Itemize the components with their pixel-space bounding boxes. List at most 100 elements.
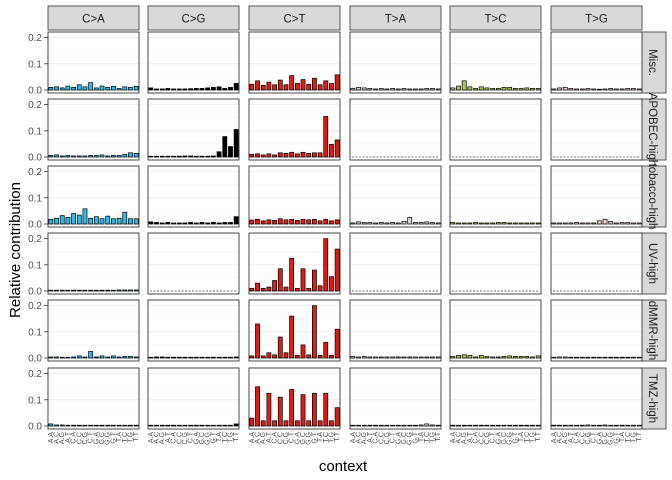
bar-C-A-CT — [88, 82, 94, 91]
y-tick-label: 0.2 — [28, 33, 42, 44]
bar-T-C-CT — [490, 424, 496, 427]
y-tick-label: 0.1 — [28, 327, 42, 338]
bar-C-A-AG — [59, 87, 65, 91]
panel-border — [550, 31, 643, 94]
facet-strip-row — [639, 98, 667, 161]
bar-T-G-CG — [585, 222, 591, 225]
bar-C-T-CG — [283, 84, 289, 91]
x-tick-label: C.C — [277, 432, 284, 444]
y-tick-label: 0.1 — [28, 126, 42, 137]
y-tick-label: 0.0 — [28, 153, 42, 164]
panel-background — [350, 32, 441, 93]
bar-C-T-CT — [289, 315, 295, 359]
bar-C-A-GC — [99, 424, 105, 427]
facet-panel — [550, 232, 643, 295]
bar-C-G-GC — [199, 222, 205, 225]
bar-C-A-CC — [76, 84, 82, 91]
bar-C-A-CT — [88, 424, 94, 427]
x-tick-label: G.T — [412, 431, 419, 443]
bar-T-C-CG — [484, 424, 490, 427]
bar-T-A-CG — [384, 222, 390, 225]
x-tick-label: G.A — [193, 432, 200, 444]
x-tick-label: G.T — [311, 431, 318, 443]
panel-border — [449, 367, 542, 430]
bar-T-G-GC — [602, 218, 608, 225]
x-tick-label: T.T — [535, 431, 542, 441]
bar-C-G-TT — [233, 423, 239, 427]
x-tick-label: A.C — [154, 432, 161, 444]
bar-T-A-TA — [418, 222, 424, 225]
bar-T-G-CA — [574, 88, 579, 91]
y-tick-label: 0.2 — [28, 234, 42, 245]
bar-C-G-GC — [199, 424, 205, 427]
bar-T-C-GC — [501, 356, 507, 359]
bar-C-T-AT — [266, 81, 272, 91]
bar-T-G-AG — [562, 87, 568, 91]
bar-C-A-TT — [133, 356, 139, 359]
facet-panel — [550, 165, 643, 228]
bar-T-A-CA — [373, 222, 378, 225]
bar-C-T-CT — [289, 75, 295, 91]
bar-C-A-AG — [59, 215, 65, 225]
bar-C-A-TC — [122, 154, 128, 158]
x-tick-label: G.A — [596, 432, 603, 444]
bar-T-A-AC — [356, 356, 361, 359]
panel-border — [47, 98, 140, 161]
bar-T-A-CT — [390, 222, 396, 225]
bar-C-T-AG — [260, 220, 266, 225]
facet-strip-label: tobacco-high — [646, 164, 658, 230]
bar-T-A-TG — [430, 222, 435, 225]
bar-T-C-CG — [484, 356, 490, 359]
bar-C-T-CA — [272, 84, 277, 91]
bar-T-C-CA — [473, 222, 478, 225]
bar-C-T-CT — [289, 257, 295, 292]
y-tick-label: 0.2 — [28, 167, 42, 178]
x-tick-label: T.T — [133, 431, 140, 441]
bar-T-G-CT — [591, 356, 597, 359]
bar-T-C-GC — [501, 87, 507, 91]
bar-C-T-GG — [306, 354, 312, 359]
bar-C-G-CG — [182, 222, 188, 225]
bar-C-A-CA — [71, 289, 76, 292]
bar-T-A-TA — [418, 424, 424, 427]
x-tick-label: G.A — [395, 432, 402, 444]
bar-C-A-CT — [88, 217, 94, 225]
bar-T-G-AC — [557, 222, 562, 225]
panel-background — [350, 166, 441, 227]
bar-C-G-AA — [148, 87, 154, 91]
bar-T-C-AG — [461, 80, 467, 91]
x-tick-label: C.G — [384, 432, 391, 444]
x-tick-label: G.G — [407, 432, 414, 445]
bar-T-C-AA — [450, 87, 456, 91]
bar-C-T-CG — [283, 420, 289, 427]
panel-background — [551, 32, 642, 93]
facet-panel — [248, 98, 341, 161]
bar-C-T-GA — [294, 153, 300, 158]
bar-T-G-TG — [631, 88, 636, 91]
facet-panel — [349, 98, 442, 161]
bar-C-A-GG — [105, 215, 111, 225]
x-tick-label: A.C — [255, 432, 262, 444]
panel-background — [350, 300, 441, 361]
x-tick-label: C.A — [574, 432, 581, 444]
bar-T-G-GA — [596, 220, 602, 225]
bar-T-G-TT — [636, 356, 642, 359]
bar-C-A-AC — [54, 154, 59, 158]
bar-C-G-TA — [216, 151, 222, 158]
y-tick-label: 0.1 — [28, 59, 42, 70]
bar-C-T-CC — [277, 218, 283, 225]
bar-C-A-AA — [48, 87, 54, 91]
bar-C-T-TC — [323, 80, 329, 91]
bar-C-T-AT — [266, 219, 272, 225]
x-tick-label: C.G — [585, 432, 592, 444]
panel-border — [147, 299, 240, 362]
bar-C-T-AG — [260, 420, 266, 427]
panel-border — [248, 165, 341, 228]
bar-C-T-GT — [312, 77, 317, 91]
bar-C-T-CT — [289, 218, 295, 225]
bar-C-T-CG — [283, 352, 289, 359]
facet-panel — [449, 367, 542, 430]
bar-T-C-TG — [530, 222, 535, 225]
panel-background — [551, 368, 642, 429]
bar-T-C-GC — [501, 424, 507, 427]
